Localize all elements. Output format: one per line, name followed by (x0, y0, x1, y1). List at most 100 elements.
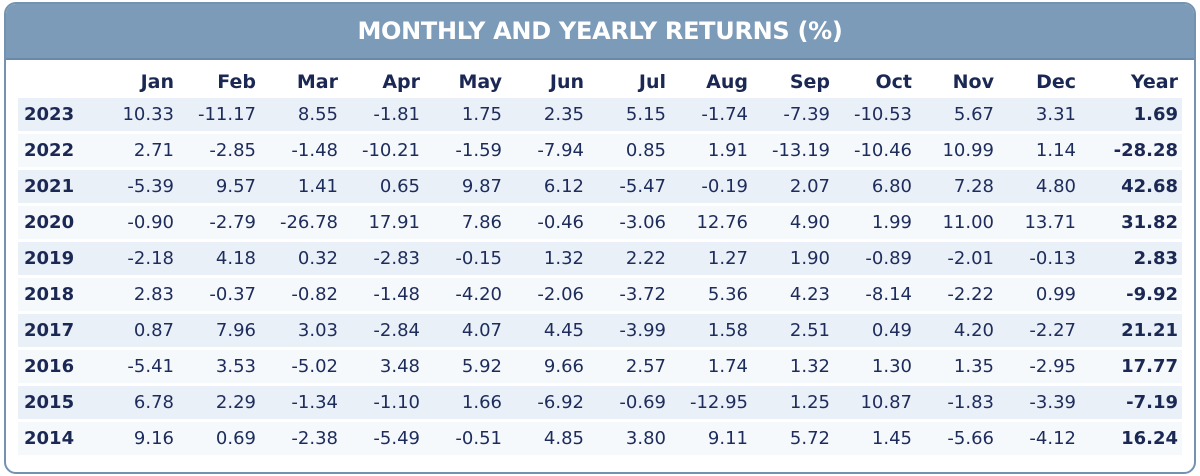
yearly-return-cell: 31.82 (1080, 206, 1182, 242)
row-year-label: 2015 (18, 386, 96, 422)
row-year-label: 2019 (18, 242, 96, 278)
table-header-row: Jan Feb Mar Apr May Jun Jul Aug Sep Oct Nov Dec Year (18, 66, 1182, 98)
monthly-return-cell: 1.14 (998, 134, 1080, 170)
yearly-return-cell: -7.19 (1080, 386, 1182, 422)
monthly-return-cell: -2.27 (998, 314, 1080, 350)
column-header-apr: Apr (382, 71, 420, 93)
monthly-return-cell: 7.28 (916, 170, 998, 206)
monthly-return-cell: -3.06 (588, 206, 670, 242)
monthly-return-cell: 2.35 (506, 98, 588, 134)
table-row: 2014 9.16 0.69 -2.38 -5.49 -0.51 4.85 3.80 9.11 5… (18, 422, 1182, 458)
table-row: 2017 0.87 7.96 3.03 -2.84 4.07 4.45 -3.99 1.58 2.… (18, 314, 1182, 350)
monthly-return-cell: 7.96 (178, 314, 260, 350)
monthly-return-cell: 2.07 (752, 170, 834, 206)
table-body: 2023 10.33 -11.17 8.55 -1.81 1.75 2.35 5.15 -1.7… (18, 98, 1182, 458)
monthly-return-cell: 1.32 (506, 242, 588, 278)
monthly-return-cell: -0.82 (260, 278, 342, 314)
monthly-return-cell: 9.16 (96, 422, 178, 458)
monthly-return-cell: -5.41 (96, 350, 178, 386)
monthly-return-cell: 1.32 (752, 350, 834, 386)
column-header-year: Year (1130, 71, 1178, 93)
column-header-sep: Sep (789, 71, 830, 93)
column-header-jun: Jun (549, 71, 584, 93)
yearly-return-cell: 2.83 (1080, 242, 1182, 278)
column-header-oct: Oct (875, 71, 913, 93)
yearly-return-cell: -28.28 (1080, 134, 1182, 170)
monthly-return-cell: 1.58 (670, 314, 752, 350)
monthly-return-cell: 1.30 (834, 350, 916, 386)
monthly-return-cell: 10.87 (834, 386, 916, 422)
monthly-return-cell: 1.35 (916, 350, 998, 386)
monthly-return-cell: -3.72 (588, 278, 670, 314)
monthly-return-cell: -10.53 (834, 98, 916, 134)
table-row: 2016 -5.41 3.53 -5.02 3.48 5.92 9.66 2.57 1.74 1.… (18, 350, 1182, 386)
panel-title: MONTHLY AND YEARLY RETURNS (%) (6, 4, 1194, 60)
monthly-return-cell: 4.18 (178, 242, 260, 278)
monthly-return-cell: -8.14 (834, 278, 916, 314)
monthly-return-cell: 5.36 (670, 278, 752, 314)
row-year-label: 2017 (18, 314, 96, 350)
table-row: 2018 2.83 -0.37 -0.82 -1.48 -4.20 -2.06 -3.72 5.… (18, 278, 1182, 314)
monthly-return-cell: 5.67 (916, 98, 998, 134)
monthly-return-cell: -2.79 (178, 206, 260, 242)
monthly-return-cell: 9.66 (506, 350, 588, 386)
monthly-return-cell: -0.90 (96, 206, 178, 242)
monthly-return-cell: 11.00 (916, 206, 998, 242)
monthly-return-cell: 6.80 (834, 170, 916, 206)
monthly-return-cell: 2.83 (96, 278, 178, 314)
monthly-return-cell: 2.22 (588, 242, 670, 278)
monthly-return-cell: -10.21 (342, 134, 424, 170)
table-row: 2019 -2.18 4.18 0.32 -2.83 -0.15 1.32 2.22 1.27 1… (18, 242, 1182, 278)
monthly-return-cell: 7.86 (424, 206, 506, 242)
monthly-return-cell: 6.12 (506, 170, 588, 206)
monthly-return-cell: 0.69 (178, 422, 260, 458)
monthly-return-cell: 3.48 (342, 350, 424, 386)
monthly-return-cell: 1.75 (424, 98, 506, 134)
column-header-jul: Jul (638, 71, 666, 93)
monthly-return-cell: 3.53 (178, 350, 260, 386)
monthly-return-cell: 2.51 (752, 314, 834, 350)
monthly-return-cell: 4.07 (424, 314, 506, 350)
monthly-return-cell: -5.02 (260, 350, 342, 386)
monthly-return-cell: -1.81 (342, 98, 424, 134)
monthly-return-cell: 9.11 (670, 422, 752, 458)
table-row: 2015 6.78 2.29 -1.34 -1.10 1.66 -6.92 -0.69 -12.… (18, 386, 1182, 422)
yearly-return-cell: 16.24 (1080, 422, 1182, 458)
monthly-return-cell: -4.12 (998, 422, 1080, 458)
monthly-return-cell: 1.27 (670, 242, 752, 278)
monthly-return-cell: -0.46 (506, 206, 588, 242)
yearly-return-cell: 21.21 (1080, 314, 1182, 350)
table-row: 2022 2.71 -2.85 -1.48 -10.21 -1.59 -7.94 0.85 1.… (18, 134, 1182, 170)
monthly-return-cell: 10.99 (916, 134, 998, 170)
monthly-return-cell: -4.20 (424, 278, 506, 314)
monthly-return-cell: 1.66 (424, 386, 506, 422)
monthly-return-cell: 0.32 (260, 242, 342, 278)
monthly-return-cell: -0.89 (834, 242, 916, 278)
monthly-return-cell: -2.85 (178, 134, 260, 170)
returns-table: Jan Feb Mar Apr May Jun Jul Aug Sep Oct Nov Dec Year… (18, 66, 1182, 458)
monthly-return-cell: -1.10 (342, 386, 424, 422)
monthly-return-cell: 0.85 (588, 134, 670, 170)
monthly-return-cell: 2.57 (588, 350, 670, 386)
monthly-return-cell: -1.48 (260, 134, 342, 170)
monthly-return-cell: 1.41 (260, 170, 342, 206)
monthly-return-cell: -6.92 (506, 386, 588, 422)
column-header-may: May (458, 71, 502, 93)
monthly-return-cell: 13.71 (998, 206, 1080, 242)
row-year-label: 2016 (18, 350, 96, 386)
monthly-return-cell: 8.55 (260, 98, 342, 134)
monthly-return-cell: -2.06 (506, 278, 588, 314)
monthly-return-cell: 4.45 (506, 314, 588, 350)
row-year-label: 2014 (18, 422, 96, 458)
yearly-return-cell: -9.92 (1080, 278, 1182, 314)
yearly-return-cell: 1.69 (1080, 98, 1182, 134)
column-header-blank (18, 66, 96, 98)
monthly-return-cell: -2.22 (916, 278, 998, 314)
monthly-return-cell: -0.13 (998, 242, 1080, 278)
monthly-return-cell: 4.80 (998, 170, 1080, 206)
monthly-return-cell: -7.94 (506, 134, 588, 170)
monthly-return-cell: -2.01 (916, 242, 998, 278)
monthly-return-cell: -0.69 (588, 386, 670, 422)
monthly-return-cell: -3.99 (588, 314, 670, 350)
monthly-return-cell: 4.23 (752, 278, 834, 314)
